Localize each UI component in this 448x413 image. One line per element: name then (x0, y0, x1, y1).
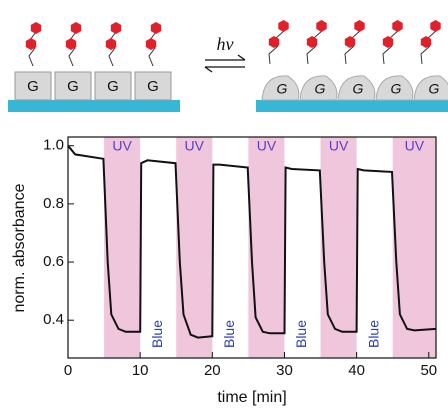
host-label: G (429, 81, 440, 97)
arrow-head (237, 54, 246, 61)
chromophore (268, 36, 280, 48)
host-label: G (315, 81, 326, 97)
chain (382, 29, 400, 65)
uv-label: UV (112, 138, 132, 154)
blue-label: Blue (293, 320, 309, 348)
host-box (14, 71, 52, 101)
x-tick-label: 0 (64, 362, 72, 379)
chain (108, 31, 117, 67)
uv-label: UV (405, 138, 425, 154)
x-tick-label: 20 (204, 362, 221, 379)
x-axis-label: time [min] (217, 389, 286, 406)
host-label: G (391, 81, 402, 97)
x-tick-label: 30 (276, 362, 293, 379)
x-tick-label: 50 (420, 362, 437, 379)
chain (148, 31, 157, 67)
chromophore (150, 22, 162, 34)
y-tick-label: 1.0 (43, 137, 64, 154)
host-dome (261, 75, 300, 101)
chain (420, 29, 438, 65)
chain (344, 29, 362, 65)
y-tick-label: 0.4 (43, 311, 64, 328)
chromophore (306, 36, 318, 48)
host-dome (413, 75, 448, 101)
uv-region (176, 137, 213, 358)
host-label: G (67, 78, 79, 95)
blue-label: Blue (365, 320, 381, 348)
chain (28, 31, 37, 67)
host-dome (375, 75, 414, 101)
uv-label: UV (329, 138, 349, 154)
chromophore (382, 36, 394, 48)
uv-region (320, 137, 357, 358)
blue-label: Blue (149, 320, 165, 348)
x-tick-label: 40 (348, 362, 365, 379)
chromophore (25, 38, 37, 50)
blue-label: Blue (221, 320, 237, 348)
host-label: G (353, 81, 364, 97)
host-box (54, 71, 92, 101)
data-line (67, 145, 437, 339)
substrate (8, 100, 180, 112)
chromophore (420, 36, 432, 48)
host-label: G (107, 78, 119, 95)
chromophore (430, 20, 441, 32)
chain (68, 31, 77, 67)
host-label: G (277, 81, 288, 97)
chromophore (105, 38, 117, 50)
x-tick-label: 10 (132, 362, 149, 379)
y-axis-label: norm. absorbance (11, 183, 28, 312)
chromophore (110, 22, 122, 34)
chromophore (392, 20, 403, 32)
chromophore (30, 22, 42, 34)
chromophore (145, 38, 157, 50)
substrate (256, 100, 448, 112)
arrow-head (204, 66, 213, 73)
uv-label: UV (257, 138, 277, 154)
chain (268, 29, 286, 65)
uv-region (392, 137, 436, 358)
chromophore (70, 22, 82, 34)
y-tick-label: 0.8 (43, 195, 64, 212)
y-tick-label: 0.6 (43, 253, 64, 270)
uv-label: UV (185, 138, 205, 154)
host-label: G (147, 78, 159, 95)
host-box (134, 71, 172, 101)
chain (306, 29, 324, 65)
plot-frame (67, 136, 437, 359)
arrow-label: hν (217, 34, 234, 54)
uv-region (248, 137, 285, 358)
chromophore (354, 20, 365, 32)
host-dome (299, 75, 338, 101)
host-dome (337, 75, 376, 101)
chromophore (316, 20, 327, 32)
chromophore (344, 36, 356, 48)
chromophore (65, 38, 77, 50)
host-box (94, 71, 132, 101)
chromophore (278, 20, 289, 32)
uv-region (104, 137, 141, 358)
host-label: G (27, 78, 39, 95)
